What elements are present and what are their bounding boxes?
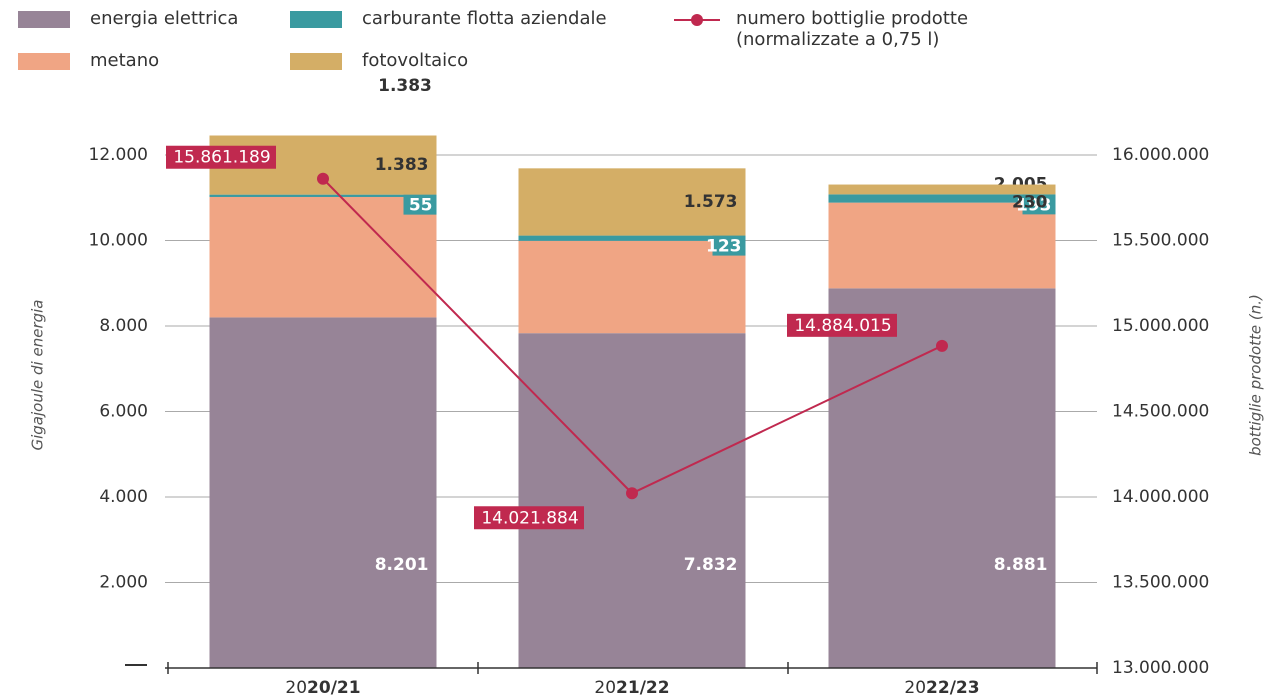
line-label: 14.021.884 [481,508,578,528]
x-tick-label: 2020/21 [285,678,360,697]
x-tick-part: 22/23 [926,678,980,697]
x-tick-part: 20/21 [307,678,361,697]
y2-tick-label: 13.500.000 [1112,573,1209,593]
legend-label: carburante flotta aziendale [362,8,607,29]
bar-segment [209,317,437,668]
legend-item: energia elettrica [18,8,238,29]
data-label: 1.573 [684,192,738,212]
legend-item: metano [18,50,159,71]
legend-item: carburante flotta aziendale [290,8,607,29]
line-point [626,487,638,500]
legend-item: numero bottiglie prodotte (normalizzate … [672,8,996,50]
label-box [787,313,897,337]
y-tick-label: 2.000 [99,573,148,593]
y2-tick-label: 15.500.000 [1112,231,1209,251]
data-label: 8.201 [375,555,429,575]
bar-segment [828,184,1056,195]
x-tick-part: 20 [904,678,926,697]
y2-tick-label: 14.500.000 [1112,402,1209,422]
bar-segment [828,202,1056,289]
x-tick-label: 2022/23 [904,678,979,697]
legend-swatch [290,11,342,28]
y2-tick-label: 13.000.000 [1112,658,1209,678]
bar-segment [828,194,1056,203]
label-box [712,235,746,256]
x-tick-part: 20 [594,678,616,697]
line-point [317,172,329,185]
line-point [936,339,948,352]
legend-item: fotovoltaico [290,50,468,71]
y-tick-label: 4.000 [99,487,148,507]
stray-label: 1.383 [378,76,432,96]
label-box [1022,194,1056,215]
data-label: 55 [409,196,433,216]
legend-swatch [290,53,342,70]
y-tick-label: 10.000 [89,231,148,251]
x-tick-label: 2021/22 [594,678,669,697]
legend-line [674,14,720,26]
line-label: 15.861.189 [173,148,270,168]
bar-segment [518,168,746,236]
label-box [474,506,584,530]
legend-label: energia elettrica [90,8,239,29]
y-tick-label: 12.000 [89,145,148,165]
bar-segment [209,196,437,318]
data-label: 123 [706,237,742,257]
y-axis-label: Gigajoule di energia [29,300,47,451]
bar-segment [518,240,746,334]
y2-tick-label: 14.000.000 [1112,487,1209,507]
y-tick-label: 6.000 [99,402,148,422]
y2-tick-label: 16.000.000 [1112,145,1209,165]
bar-segment [209,194,437,197]
bar-segment [518,235,746,241]
legend-swatch [18,53,70,70]
data-label: 230 [1012,193,1048,213]
x-tick-part: 20 [285,678,307,697]
bar-segment [518,333,746,668]
data-label: 8.881 [994,555,1048,575]
legend-label: metano [90,50,160,71]
label-box [403,194,437,215]
y2-tick-label: 15.000.000 [1112,316,1209,336]
data-label: 7.832 [684,555,738,575]
x-tick-part: 21/22 [616,678,670,697]
data-label: 193 [1016,195,1052,215]
y2-axis-label: bottiglie prodotte (n.) [1247,294,1265,456]
line-label: 14.884.015 [794,316,891,336]
legend-label: fotovoltaico [362,50,469,71]
legend-swatch [18,11,70,28]
label-box [166,145,276,169]
y-tick-label: 8.000 [99,316,148,336]
data-label: 1.383 [375,155,429,175]
legend-label: numero bottiglie prodotte (normalizzate … [736,8,969,50]
